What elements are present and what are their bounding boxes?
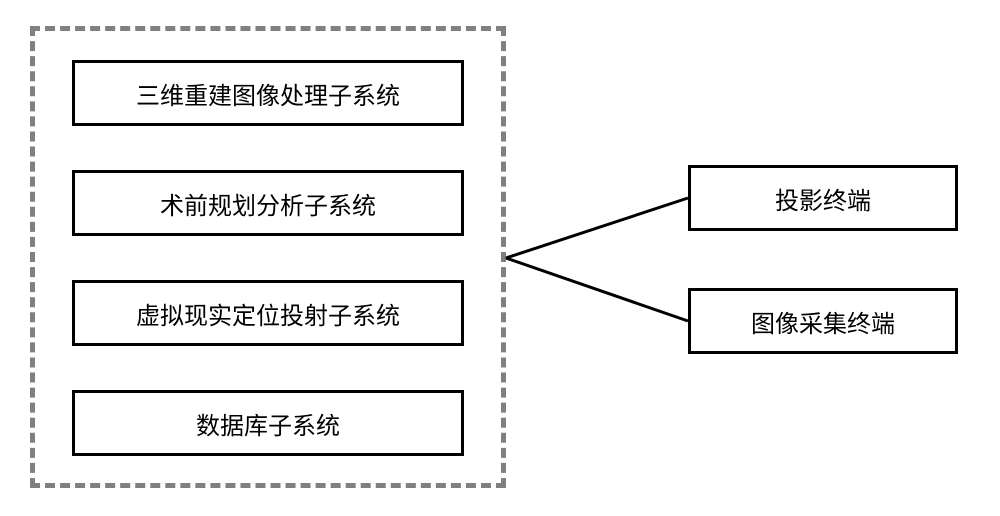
diagram-canvas: 三维重建图像处理子系统 术前规划分析子系统 虚拟现实定位投射子系统 数据库子系统… xyxy=(0,0,1000,516)
connector-lines xyxy=(0,0,1000,516)
